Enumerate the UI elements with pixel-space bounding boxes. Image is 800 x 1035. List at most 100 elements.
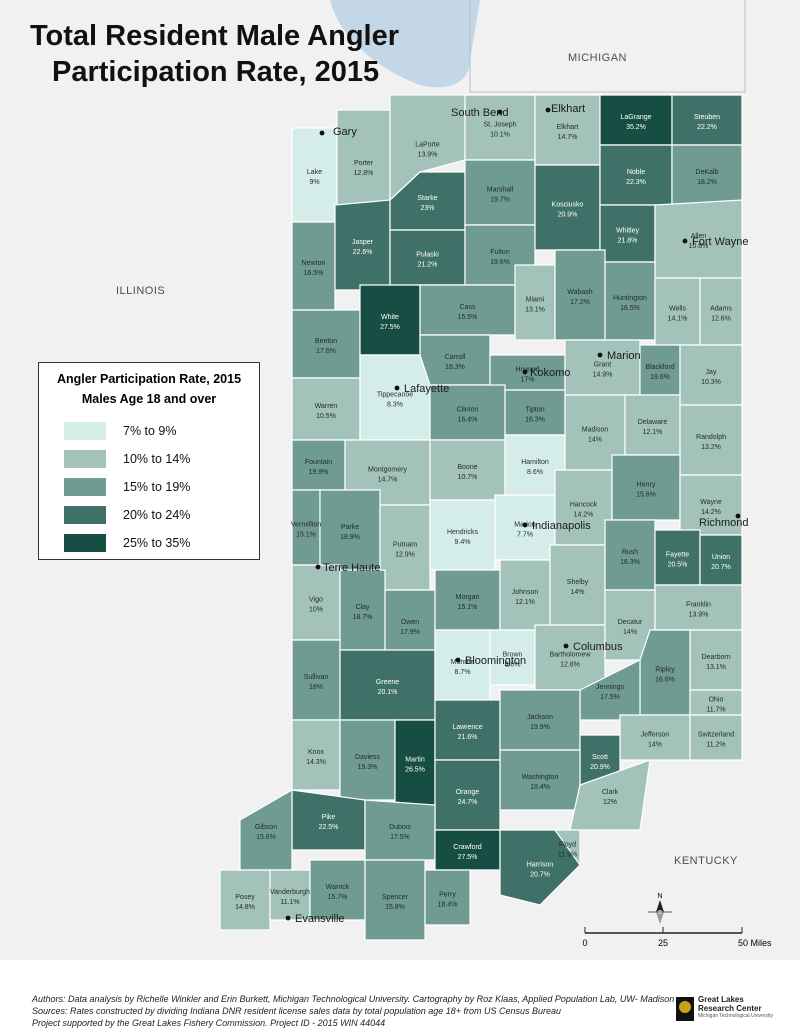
county-name-label: Wabash (567, 289, 593, 296)
county-rate-label: 14.8% (235, 904, 255, 911)
county-rate-label: 14.2% (574, 512, 594, 519)
glrc-logo: Great Lakes Research Center Michigan Tech… (676, 995, 784, 1031)
state-label-michigan: MICHIGAN (568, 52, 627, 64)
county-name-label: Rush (622, 549, 638, 556)
county-rate-label: 21.6% (458, 734, 478, 741)
county-rate-label: 17.5% (600, 694, 620, 701)
county-name-label: Floyd (559, 842, 576, 849)
map-title-line-1: Total Resident Male Angler (30, 20, 399, 52)
city-label: Columbus (573, 641, 623, 653)
logo-text: Great Lakes Research Center (698, 995, 762, 1013)
county-name-label: Tipton (525, 407, 544, 414)
county-rate-label: 12.8% (354, 170, 374, 177)
county-rate-label: 16.3% (620, 559, 640, 566)
county-rate-label: 26.5% (405, 767, 425, 774)
county-rate-label: 10.6% (689, 243, 709, 250)
county-name-label: Carroll (445, 354, 466, 361)
county-name-label: Dearborn (701, 654, 730, 661)
county-rate-label: 20.7% (530, 872, 550, 879)
county-name-label: Boone (457, 464, 477, 471)
county-rate-label: 7.7% (517, 532, 533, 539)
county-rate-label: 15.1% (458, 604, 478, 611)
county-rate-label: 13.1% (525, 307, 545, 314)
county-name-label: Owen (401, 619, 419, 626)
county-rate-label: 18.9% (340, 534, 360, 541)
county-name-label: Fayette (666, 552, 689, 559)
city-dot-icon (735, 513, 741, 519)
cities-layer: Gary South Bend Elkhart Fort Wayne Marion Kok… (285, 103, 749, 925)
county-name-label: Kosciusko (552, 202, 584, 209)
legend-item: 25% to 35% (49, 529, 249, 557)
county-name-label: Posey (235, 894, 255, 901)
county-rate-label: 27.5% (458, 854, 478, 861)
county-name-label: Steuben (694, 114, 720, 121)
county-harrison (499, 829, 581, 906)
county-name-label: Gibson (255, 824, 277, 831)
county-name-label: Miami (526, 297, 545, 304)
county-name-label: Delaware (638, 419, 668, 426)
legend-swatch (63, 449, 107, 469)
county-rate-label: 13.9% (689, 612, 709, 619)
county-name-label: Montgomery (368, 467, 407, 474)
county-rate-label: 14% (648, 742, 662, 749)
county-rate-label: 12.1% (643, 429, 663, 436)
county-name-label: Henry (637, 482, 656, 489)
counties-layer (219, 94, 743, 941)
county-rate-label: 15.6% (256, 834, 276, 841)
county-name-label: Huntington (613, 295, 647, 302)
county-rate-label: 10% (309, 607, 323, 614)
county-rate-label: 16.5% (304, 270, 324, 277)
county-rate-label: 18.2% (697, 179, 717, 186)
legend-label: 10% to 14% (123, 452, 191, 466)
legend-swatch (63, 477, 107, 497)
county-rate-label: 8.6% (527, 469, 543, 476)
county-rate-label: 22.6% (353, 249, 373, 256)
county-rate-label: 14.9% (593, 372, 613, 379)
county-name-label: Clay (355, 604, 370, 611)
county-name-label: Lake (307, 169, 322, 176)
county-name-label: Wayne (700, 499, 722, 506)
city-dot-icon (285, 915, 291, 921)
county-spencer (364, 859, 426, 941)
lake-michigan (330, 0, 480, 88)
county-posey (219, 869, 271, 931)
county-name-label: Dubois (389, 824, 411, 831)
county-rate-label: 20.9% (558, 212, 578, 219)
county-name-label: Harrison (527, 862, 554, 869)
county-name-label: Brown (503, 652, 523, 659)
county-name-label: Orange (456, 789, 479, 796)
scale-label-50: 50 Miles (738, 938, 772, 948)
map-title-line-2: Participation Rate, 2015 (52, 56, 380, 88)
footer-sources: Sources: Rates constructed by dividing I… (32, 1006, 562, 1016)
city-label: Kokomo (530, 367, 570, 379)
county-name-label: Newton (302, 260, 326, 267)
county-rate-label: 19.9% (309, 469, 329, 476)
legend-label: 20% to 24% (123, 508, 191, 522)
county-rate-label: 22.3% (626, 179, 646, 186)
city-dot-icon (682, 238, 688, 244)
city-dot-icon (315, 564, 321, 570)
county-rate-label: 20.9% (590, 764, 610, 771)
county-rate-label: 8.6% (505, 662, 521, 669)
county-rate-label: 19.7% (490, 197, 510, 204)
footer-credits: Authors: Data analysis by Richelle Winkl… (0, 993, 800, 1035)
city-dot-icon (563, 643, 569, 649)
county-name-label: Hamilton (521, 459, 549, 466)
legend-item: 15% to 19% (49, 473, 249, 501)
county-rate-label: 12% (603, 799, 617, 806)
county-name-label: Grant (594, 362, 612, 369)
county-name-label: Tippecanoe (377, 392, 413, 399)
county-name-label: White (381, 314, 399, 321)
county-name-label: Crawford (453, 844, 482, 851)
county-name-label: Spencer (382, 894, 409, 901)
county-name-label: Fulton (490, 249, 510, 256)
legend: Angler Participation Rate, 2015 Males Ag… (38, 362, 260, 560)
county-rate-label: 14.3% (306, 759, 326, 766)
county-rate-label: 20.5% (668, 562, 688, 569)
county-name-label: Warrick (326, 884, 350, 891)
city-label: Richmond (699, 517, 749, 529)
county-name-label: Vanderburgh (270, 889, 310, 896)
county-name-label: Porter (354, 160, 374, 167)
county-perry (424, 869, 471, 926)
county-rate-label: 18.4% (438, 902, 458, 909)
